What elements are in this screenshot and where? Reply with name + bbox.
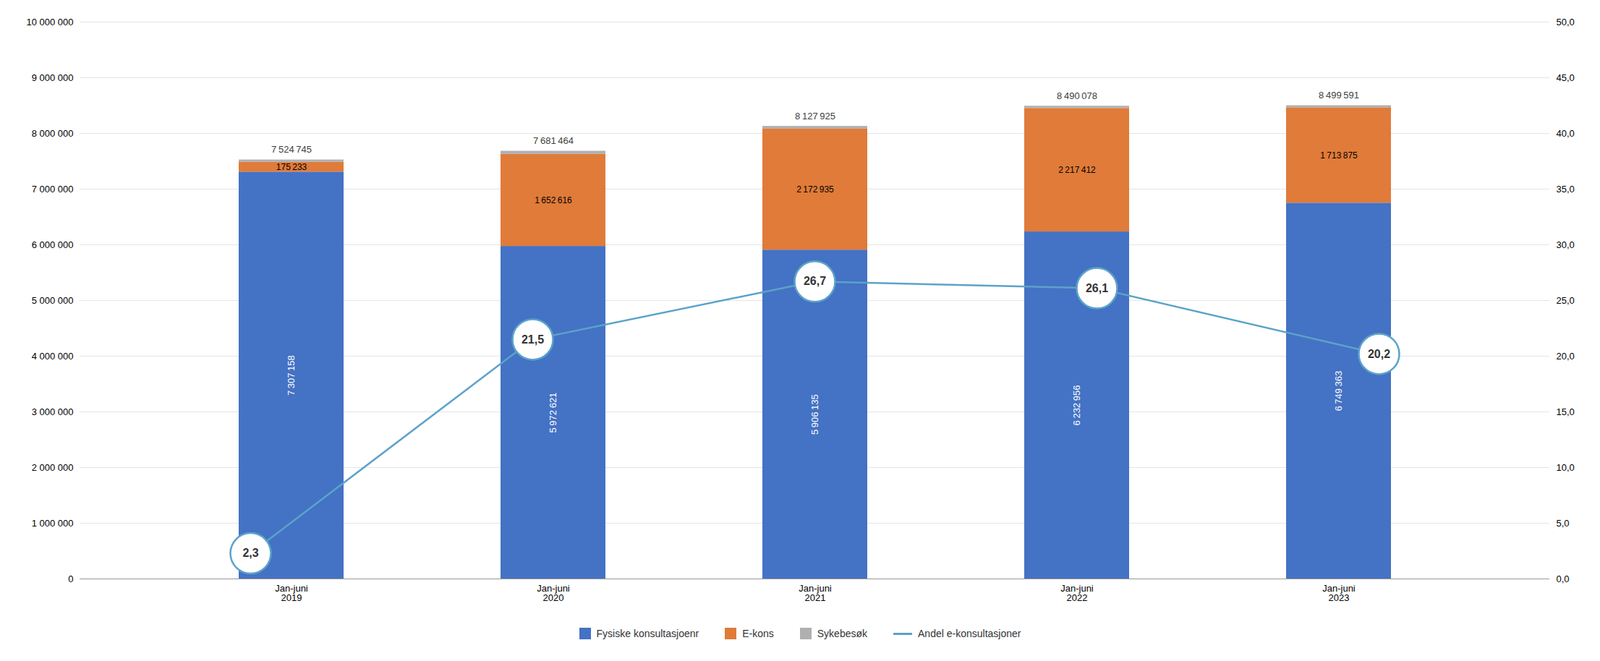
svg-text:8 127 925: 8 127 925 [794,110,836,122]
svg-text:4 000 000: 4 000 000 [31,350,74,362]
html-text:Sykebesøk: Sykebesøk [817,627,868,640]
svg-text:15,0: 15,0 [1556,406,1575,418]
svg-text:Jan-juni2020: Jan-juni2020 [536,583,570,604]
svg-text:45,0: 45,0 [1556,72,1575,84]
html-text:Andel e-konsultasjoner: Andel e-konsultasjoner [917,627,1021,640]
svg-text:6 000 000: 6 000 000 [31,239,74,251]
svg-text:2 217 412: 2 217 412 [1058,164,1096,176]
svg-text:2,3: 2,3 [242,546,259,560]
svg-text:7 524 745: 7 524 745 [271,143,312,155]
svg-text:5 906 135: 5 906 135 [809,394,821,435]
html-text:Fysiske konsultasjoenr: Fysiske konsultasjoenr [596,627,699,640]
svg-text:30,0: 30,0 [1556,239,1575,251]
svg-text:1 713 875: 1 713 875 [1320,150,1358,161]
svg-text:10 000 000: 10 000 000 [26,16,74,28]
svg-text:26,7: 26,7 [803,274,827,288]
svg-text:8 000 000: 8 000 000 [31,128,74,139]
svg-text:5 000 000: 5 000 000 [31,295,74,306]
svg-text:21,5: 21,5 [521,333,544,346]
svg-text:0: 0 [67,573,74,585]
svg-text:26,1: 26,1 [1085,282,1109,295]
svg-text:0,0: 0,0 [1556,573,1570,585]
svg-text:Jan-juni2021: Jan-juni2021 [798,583,832,604]
svg-text:40,0: 40,0 [1556,128,1575,139]
svg-text:7 307 158: 7 307 158 [285,355,297,396]
svg-text:50,0: 50,0 [1556,16,1575,28]
svg-text:1 652 616: 1 652 616 [534,195,573,206]
svg-text:2 000 000: 2 000 000 [31,462,74,474]
svg-text:1 000 000: 1 000 000 [31,517,74,529]
svg-text:6 232 956: 6 232 956 [1071,385,1083,427]
svg-text:5,0: 5,0 [1556,517,1570,529]
svg-text:5 972 621: 5 972 621 [547,392,559,434]
svg-text:6 749 363: 6 749 363 [1333,371,1344,412]
svg-text:20,0: 20,0 [1556,350,1575,362]
svg-text:Jan-juni2019: Jan-juni2019 [274,583,309,604]
svg-text:10,0: 10,0 [1556,462,1575,474]
svg-text:20,2: 20,2 [1367,347,1391,361]
svg-text:Jan-juni2022: Jan-juni2022 [1060,583,1094,604]
svg-text:3 000 000: 3 000 000 [31,406,74,418]
svg-text:7 000 000: 7 000 000 [31,183,74,195]
svg-text:7 681 464: 7 681 464 [533,135,574,147]
svg-text:9 000 000: 9 000 000 [31,72,74,84]
svg-text:175 233: 175 233 [276,162,308,173]
svg-text:35,0: 35,0 [1556,183,1575,195]
svg-text:8 499 591: 8 499 591 [1318,89,1360,101]
html-text:E-kons: E-kons [742,627,774,640]
svg-text:2 172 935: 2 172 935 [796,184,834,195]
svg-text:Jan-juni2023: Jan-juni2023 [1322,583,1356,604]
svg-text:8 490 078: 8 490 078 [1056,90,1098,102]
svg-text:25,0: 25,0 [1556,295,1575,306]
